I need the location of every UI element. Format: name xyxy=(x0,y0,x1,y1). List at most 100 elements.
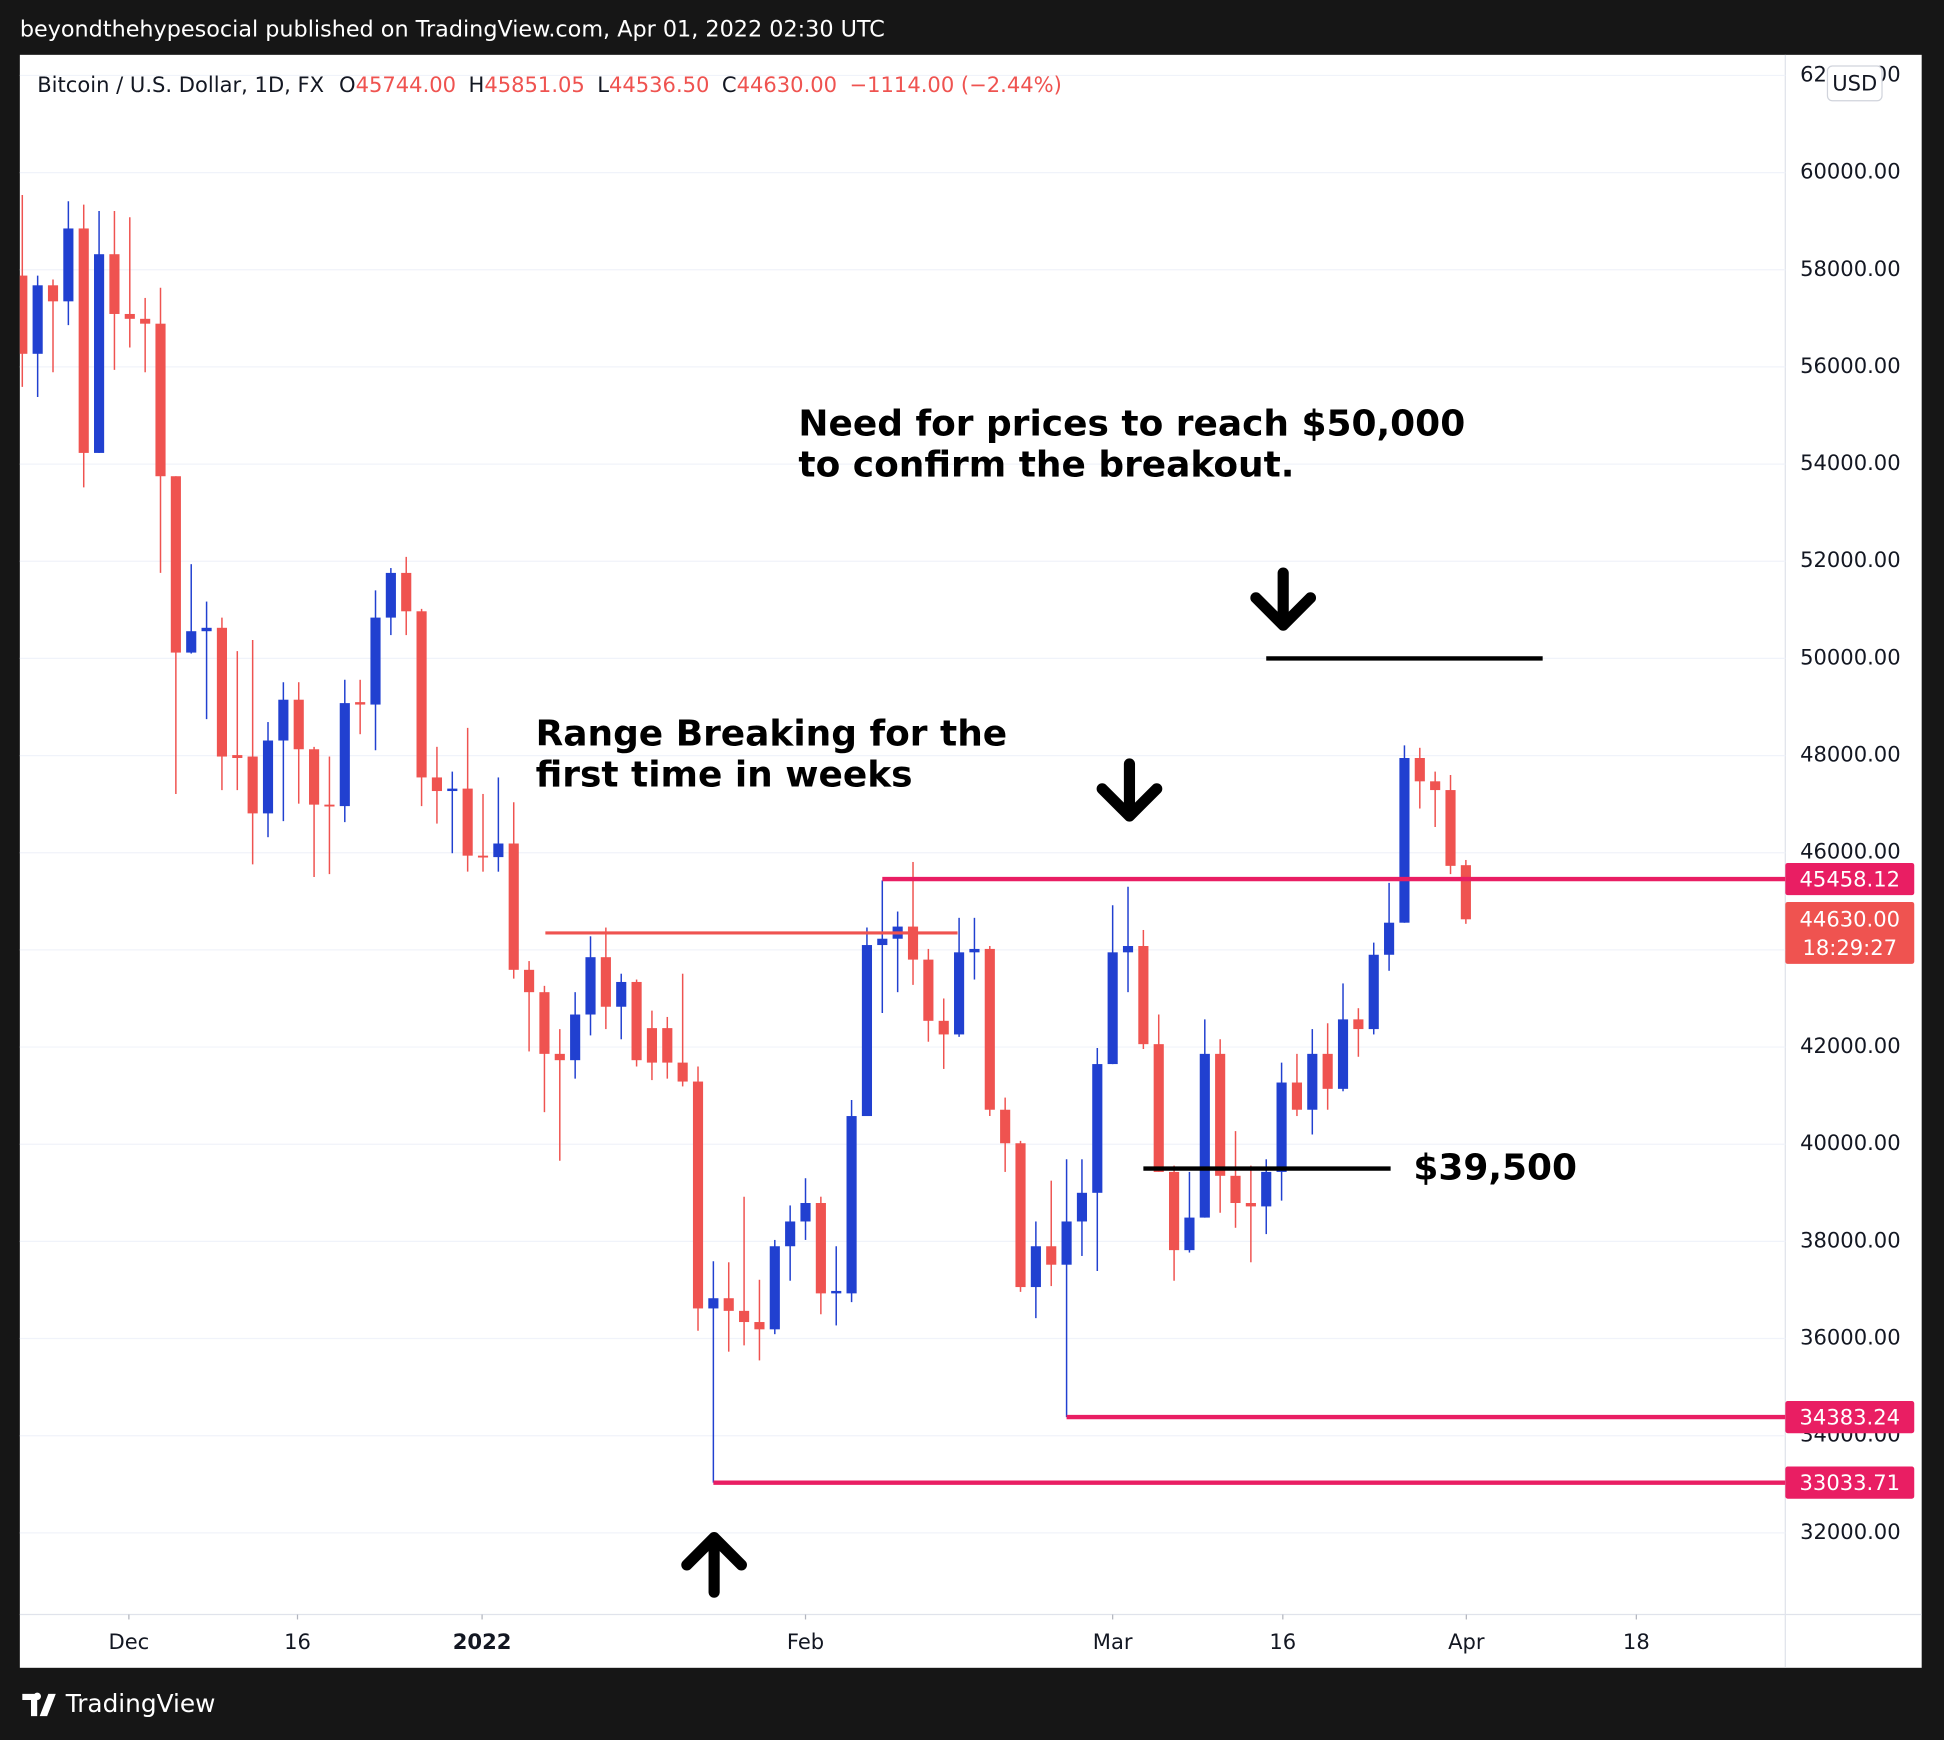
candle-body xyxy=(1046,1246,1057,1265)
price-badge xyxy=(1785,862,1915,896)
x-tick-label: 18 xyxy=(1623,1629,1650,1654)
y-tick-label: 50000.00 xyxy=(1800,644,1901,669)
candle-body xyxy=(646,1028,658,1063)
y-tick-label: 42000.00 xyxy=(1800,1033,1901,1058)
candle-body xyxy=(293,699,304,750)
up-arrow xyxy=(681,1532,747,1598)
x-tick-label: Feb xyxy=(787,1629,824,1654)
candle-body xyxy=(201,627,212,632)
y-tick-label: 36000.00 xyxy=(1800,1325,1901,1350)
candle-body xyxy=(78,228,89,453)
candle-body xyxy=(447,788,458,792)
candle-body xyxy=(1291,1082,1303,1110)
candle-body xyxy=(539,992,550,1054)
candle-body xyxy=(524,969,535,993)
candle-body xyxy=(662,1028,673,1063)
candle-body xyxy=(877,938,888,946)
candle-body xyxy=(1030,1246,1041,1288)
annotation: first time in weeks xyxy=(536,754,913,795)
candle-body xyxy=(1276,1082,1287,1172)
last-price-badge xyxy=(1785,901,1915,964)
x-tick-label: 16 xyxy=(1269,1629,1296,1654)
candle-body xyxy=(585,957,596,1015)
ohlc-value: 44630.00 xyxy=(737,72,838,97)
candle-body xyxy=(1153,1044,1164,1172)
currency-box xyxy=(1826,65,1883,102)
price-badge xyxy=(1785,1400,1915,1434)
candle-body xyxy=(554,1053,565,1061)
candle-body xyxy=(1337,1019,1349,1089)
change: −1114.00 (−2.44%) xyxy=(849,72,1061,97)
y-tick-label: 40000.00 xyxy=(1800,1130,1901,1155)
ohlc-key: C xyxy=(722,72,737,97)
symbol-legend: Bitcoin / U.S. Dollar, 1D, FX O45744.00 H4… xyxy=(37,72,1062,97)
candle-body xyxy=(401,572,412,612)
ohlc-value: 44536.50 xyxy=(609,72,710,97)
arrows xyxy=(681,567,1317,1598)
candle-body xyxy=(477,855,489,858)
candle-body xyxy=(1122,946,1134,953)
y-tick-label: 60000.00 xyxy=(1800,159,1901,184)
chart-panel xyxy=(19,54,1922,1668)
candle-body xyxy=(493,843,504,858)
candle-body xyxy=(708,1298,719,1309)
candle-body xyxy=(1261,1171,1272,1207)
y-tick-label: 58000.00 xyxy=(1800,256,1901,281)
x-tick-label: Mar xyxy=(1093,1629,1133,1654)
candle-body xyxy=(1215,1053,1226,1176)
candle-body xyxy=(616,981,627,1007)
grid xyxy=(19,74,1786,1534)
price-badge-label: 34383.24 xyxy=(1800,1404,1901,1429)
candle-body xyxy=(216,627,228,757)
down-arrow xyxy=(1250,567,1317,631)
candle-body xyxy=(355,702,366,705)
candle-body xyxy=(954,952,965,1035)
candle-body xyxy=(631,981,642,1061)
publisher-line: beyondthehypesocial published on Trading… xyxy=(20,17,885,43)
y-tick-label: 56000.00 xyxy=(1800,353,1901,378)
candle-body xyxy=(800,1203,811,1222)
tradingview-logo: TradingView xyxy=(22,1689,215,1718)
candle-body xyxy=(723,1298,734,1311)
ohlc-key: O xyxy=(339,72,356,97)
candle-body xyxy=(907,926,919,960)
candle-body xyxy=(370,617,381,705)
candle-body xyxy=(109,254,120,314)
candle-body xyxy=(831,1290,842,1294)
candle-body xyxy=(785,1221,796,1247)
candle-body xyxy=(861,945,873,1117)
candle-body xyxy=(1000,1109,1011,1144)
last-price-label: 44630.00 xyxy=(1800,907,1901,932)
candle-body xyxy=(1092,1064,1103,1193)
candle-body xyxy=(324,804,335,807)
axes: 32000.0034000.0036000.0038000.0040000.00… xyxy=(108,61,1915,1654)
candle-body xyxy=(1245,1203,1256,1207)
candle-body xyxy=(124,313,135,319)
candle-body xyxy=(247,756,258,814)
candle-body xyxy=(170,476,181,653)
candle-body xyxy=(278,699,289,741)
ohlc-value: 45744.00 xyxy=(356,72,457,97)
candle-body xyxy=(677,1062,688,1082)
candle-body xyxy=(1184,1217,1195,1251)
candle-body xyxy=(769,1246,780,1330)
symbol: Bitcoin / U.S. Dollar, 1D, FX xyxy=(37,72,324,97)
candle-body xyxy=(1399,758,1410,923)
candle-body xyxy=(1430,781,1441,791)
candle-body xyxy=(431,777,443,792)
x-tick-label: Dec xyxy=(108,1629,149,1654)
candle-body xyxy=(815,1203,826,1294)
y-tick-label: 46000.00 xyxy=(1800,839,1901,864)
candle-body xyxy=(94,254,105,453)
candle-body xyxy=(155,323,166,477)
candle-body xyxy=(739,1310,750,1323)
annotation: Range Breaking for the xyxy=(536,713,1008,754)
price-badge xyxy=(1785,1466,1915,1499)
candle-body xyxy=(1384,922,1395,955)
price-badge-label: 33033.71 xyxy=(1800,1470,1901,1495)
y-tick-label: 54000.00 xyxy=(1800,450,1901,475)
candle-body xyxy=(1061,1221,1072,1265)
candle-body xyxy=(600,957,611,1007)
